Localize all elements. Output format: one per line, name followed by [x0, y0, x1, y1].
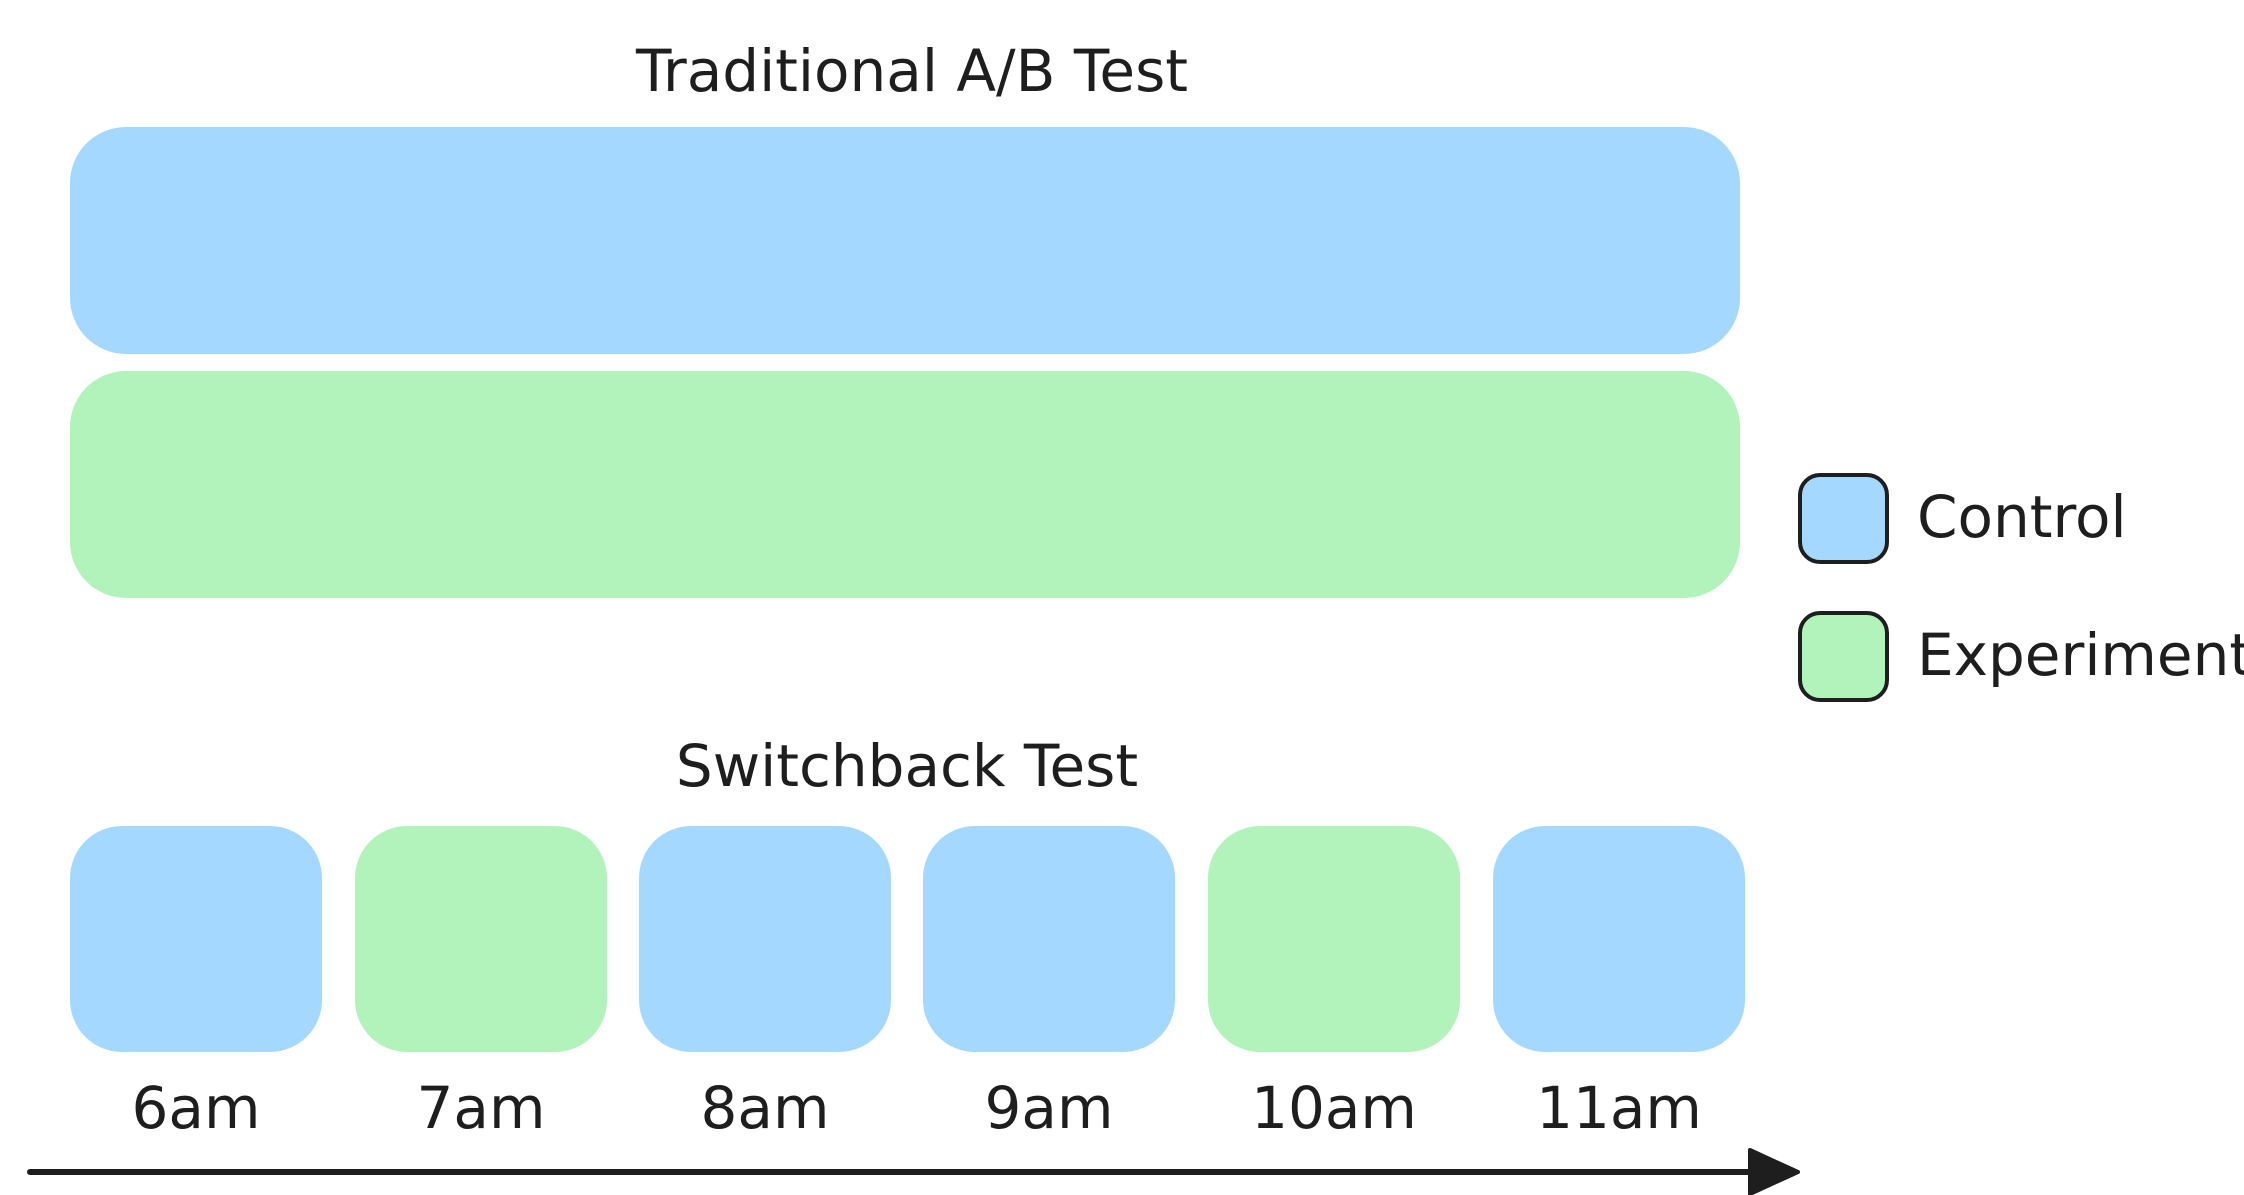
time-label-11am: 11am	[1536, 1074, 1702, 1142]
time-label-8am: 8am	[700, 1074, 830, 1142]
legend-control-swatch	[1798, 473, 1889, 564]
legend-experiment-swatch	[1798, 611, 1889, 702]
time-label-7am: 7am	[416, 1074, 546, 1142]
switchback-slot-block	[1208, 826, 1460, 1052]
switchback-slot-block	[923, 826, 1175, 1052]
traditional-control-bar	[70, 127, 1740, 354]
time-label-9am: 9am	[984, 1074, 1114, 1142]
traditional-ab-test-title: Traditional A/B Test	[635, 37, 1189, 105]
legend-experiment-label: Experiment	[1917, 621, 2244, 689]
legend-control-label: Control	[1917, 483, 2127, 551]
arrow-head-icon	[1748, 1148, 1800, 1195]
switchback-slot-block	[1493, 826, 1745, 1052]
switchback-slot-block	[70, 826, 322, 1052]
switchback-test-title: Switchback Test	[675, 732, 1139, 800]
switchback-slot-block	[355, 826, 607, 1052]
time-label-6am: 6am	[131, 1074, 261, 1142]
traditional-experiment-bar	[70, 371, 1740, 598]
time-label-10am: 10am	[1251, 1074, 1417, 1142]
switchback-slot-block	[639, 826, 891, 1052]
